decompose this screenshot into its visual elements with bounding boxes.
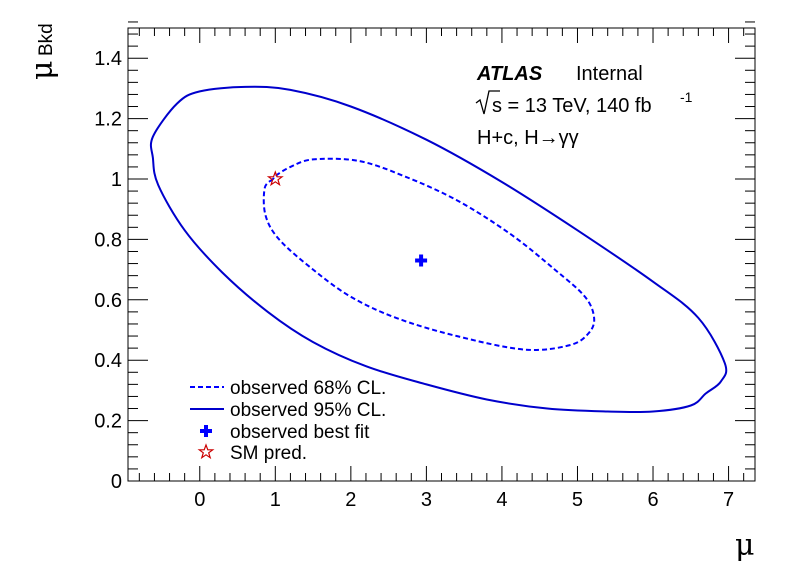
- y-tick-label: 1: [111, 169, 122, 191]
- legend-label-sm: SM pred.: [230, 443, 307, 464]
- best-fit-marker: [415, 254, 428, 267]
- legend-label-68: observed 68% CL.: [230, 378, 386, 399]
- y-tick-label: 0: [111, 471, 122, 493]
- y-tick-label: 1.4: [94, 48, 122, 70]
- legend-label-95: observed 95% CL.: [230, 400, 386, 421]
- x-tick-label: 0: [194, 489, 205, 511]
- x-tick-label: 1: [270, 489, 281, 511]
- legend-cross-icon: [200, 425, 212, 437]
- y-tick-label: 0.6: [94, 290, 122, 312]
- energy-label-superscript: -1: [680, 89, 693, 105]
- y-tick-label: 1.2: [94, 109, 122, 131]
- legend-entry-95: observed 95% CL.: [190, 400, 386, 421]
- energy-label: s = 13 TeV, 140 fb -1: [475, 89, 693, 117]
- y-axis-subscript-text: Bkd: [36, 23, 57, 56]
- x-tick-label: 2: [345, 489, 356, 511]
- sm-prediction-marker: [266, 170, 284, 187]
- x-tick-label: 6: [647, 489, 658, 511]
- contour-68-line: [262, 157, 596, 351]
- contour-95-line: [149, 85, 728, 414]
- plot-frame-box: [127, 27, 756, 482]
- x-tick-label: 7: [723, 489, 734, 511]
- sqrt-sign-icon: [475, 90, 500, 115]
- atlas-label: ATLAS Internal: [476, 63, 643, 85]
- legend-label-best-fit: observed best fit: [230, 422, 370, 443]
- atlas-label-status: Internal: [576, 63, 643, 85]
- x-tick-label: 5: [572, 489, 583, 511]
- legend-entry-best-fit: observed best fit: [200, 422, 370, 443]
- energy-label-text: s = 13 TeV, 140 fb: [492, 95, 652, 117]
- x-tick-label: 4: [496, 489, 507, 511]
- y-tick-label: 0.2: [94, 411, 122, 433]
- x-tick-label: 3: [421, 489, 432, 511]
- legend-entry-68: observed 68% CL.: [190, 378, 386, 399]
- y-axis-title: μ: [25, 61, 60, 81]
- process-label: H+c, H→γγ: [477, 127, 579, 149]
- best-fit-cross-v: [419, 254, 424, 267]
- y-tick-label: 0.4: [94, 350, 122, 372]
- legend-entry-sm: SM pred.: [197, 443, 307, 464]
- legend-star-icon: [197, 443, 215, 460]
- x-axis-title: μ: [735, 528, 755, 563]
- axis-ticks: 0 1 2 3 4 5 6 7 0 0.2 0.4 0.6 0.8 1 1.2 1.4: [94, 21, 755, 511]
- point-markers: [266, 170, 428, 267]
- atlas-label-experiment: ATLAS: [476, 63, 543, 85]
- legend: observed 68% CL. observed 95% CL. observ…: [190, 378, 386, 464]
- contour-curves: [149, 85, 728, 414]
- y-axis-title-subscript: Bkd: [36, 23, 57, 56]
- y-axis-title-main: μ: [25, 61, 60, 81]
- plot-frame: [127, 27, 756, 482]
- y-tick-label: 0.8: [94, 229, 122, 251]
